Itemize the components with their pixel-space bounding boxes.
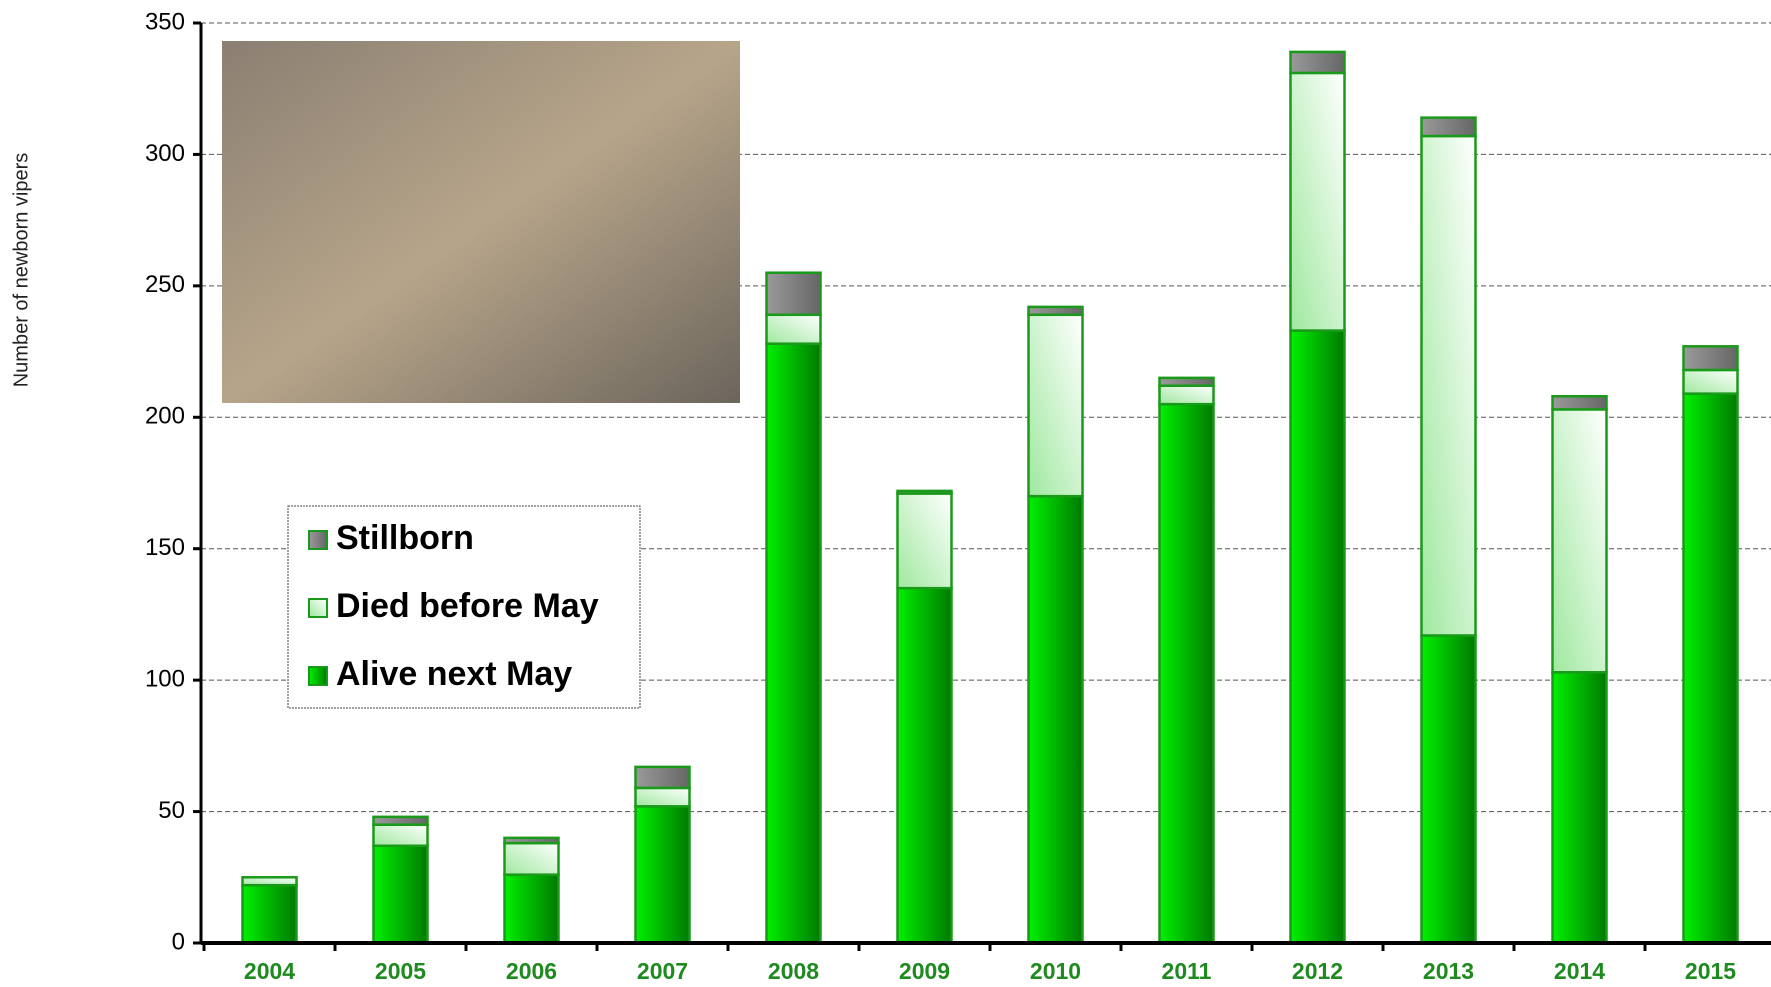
photo (222, 41, 740, 403)
y-tick-label: 0 (172, 928, 185, 955)
legend-label: Died before May (336, 587, 599, 625)
bar-segment (374, 817, 428, 825)
bar-segment (898, 588, 952, 943)
x-tick-label: 2005 (375, 958, 426, 984)
legend-label: Stillborn (336, 519, 474, 557)
bar-segment (1422, 118, 1476, 136)
bar-segment (636, 767, 690, 788)
x-tick-label: 2009 (899, 958, 950, 984)
y-tick-label: 150 (145, 534, 185, 561)
legend-swatch (309, 667, 327, 685)
x-tick-label: 2006 (506, 958, 557, 984)
y-tick-label: 200 (145, 403, 185, 430)
bar-segment (1553, 672, 1607, 943)
y-tick-label: 350 (145, 8, 185, 35)
bar-segment (767, 273, 821, 315)
bar-segment (898, 491, 952, 494)
bar-segment (1029, 496, 1083, 943)
legend-label: Alive next May (336, 655, 572, 693)
bar-segment (1029, 307, 1083, 315)
bar-segment (636, 806, 690, 943)
bar-segment (243, 885, 297, 943)
bar-segment (374, 846, 428, 943)
bar-segment (1553, 409, 1607, 672)
chart: Number of newborn vipers Stillborn Died b… (0, 0, 1771, 987)
x-tick-label: 2004 (244, 958, 295, 984)
legend-swatch (309, 531, 327, 549)
bar-segment (1422, 635, 1476, 943)
bar-segment (374, 825, 428, 846)
bar-segment (767, 315, 821, 344)
bar-segment (1291, 331, 1345, 943)
x-tick-label: 2007 (637, 958, 688, 984)
x-tick-label: 2012 (1292, 958, 1343, 984)
x-tick-label: 2014 (1554, 958, 1605, 984)
bar-segment (505, 875, 559, 943)
bar-segment (1684, 370, 1738, 394)
bar-segment (1684, 346, 1738, 370)
x-tick-label: 2013 (1423, 958, 1474, 984)
x-tick-label: 2015 (1685, 958, 1736, 984)
bar-segment (505, 843, 559, 875)
bar-segment (1160, 404, 1214, 943)
legend-swatch (309, 599, 327, 617)
bar-segment (1291, 52, 1345, 73)
bar-segment (636, 788, 690, 806)
y-axis-label: Number of newborn vipers (10, 153, 32, 388)
bar-segment (1422, 136, 1476, 635)
y-tick-label: 50 (158, 797, 185, 824)
bar-segment (898, 494, 952, 589)
bar-segment (505, 838, 559, 843)
bar-segment (1160, 386, 1214, 404)
y-tick-label: 300 (145, 140, 185, 167)
bar-segment (1684, 394, 1738, 943)
y-tick-label: 100 (145, 665, 185, 692)
x-tick-label: 2010 (1030, 958, 1081, 984)
bar-segment (243, 877, 297, 885)
bar-segment (1553, 396, 1607, 409)
bar-segment (1160, 378, 1214, 386)
bar-segment (1029, 315, 1083, 496)
x-tick-label: 2011 (1162, 958, 1212, 984)
bar-segment (767, 344, 821, 943)
x-tick-label: 2008 (768, 958, 819, 984)
y-tick-label: 250 (145, 271, 185, 298)
bar-segment (1291, 73, 1345, 331)
